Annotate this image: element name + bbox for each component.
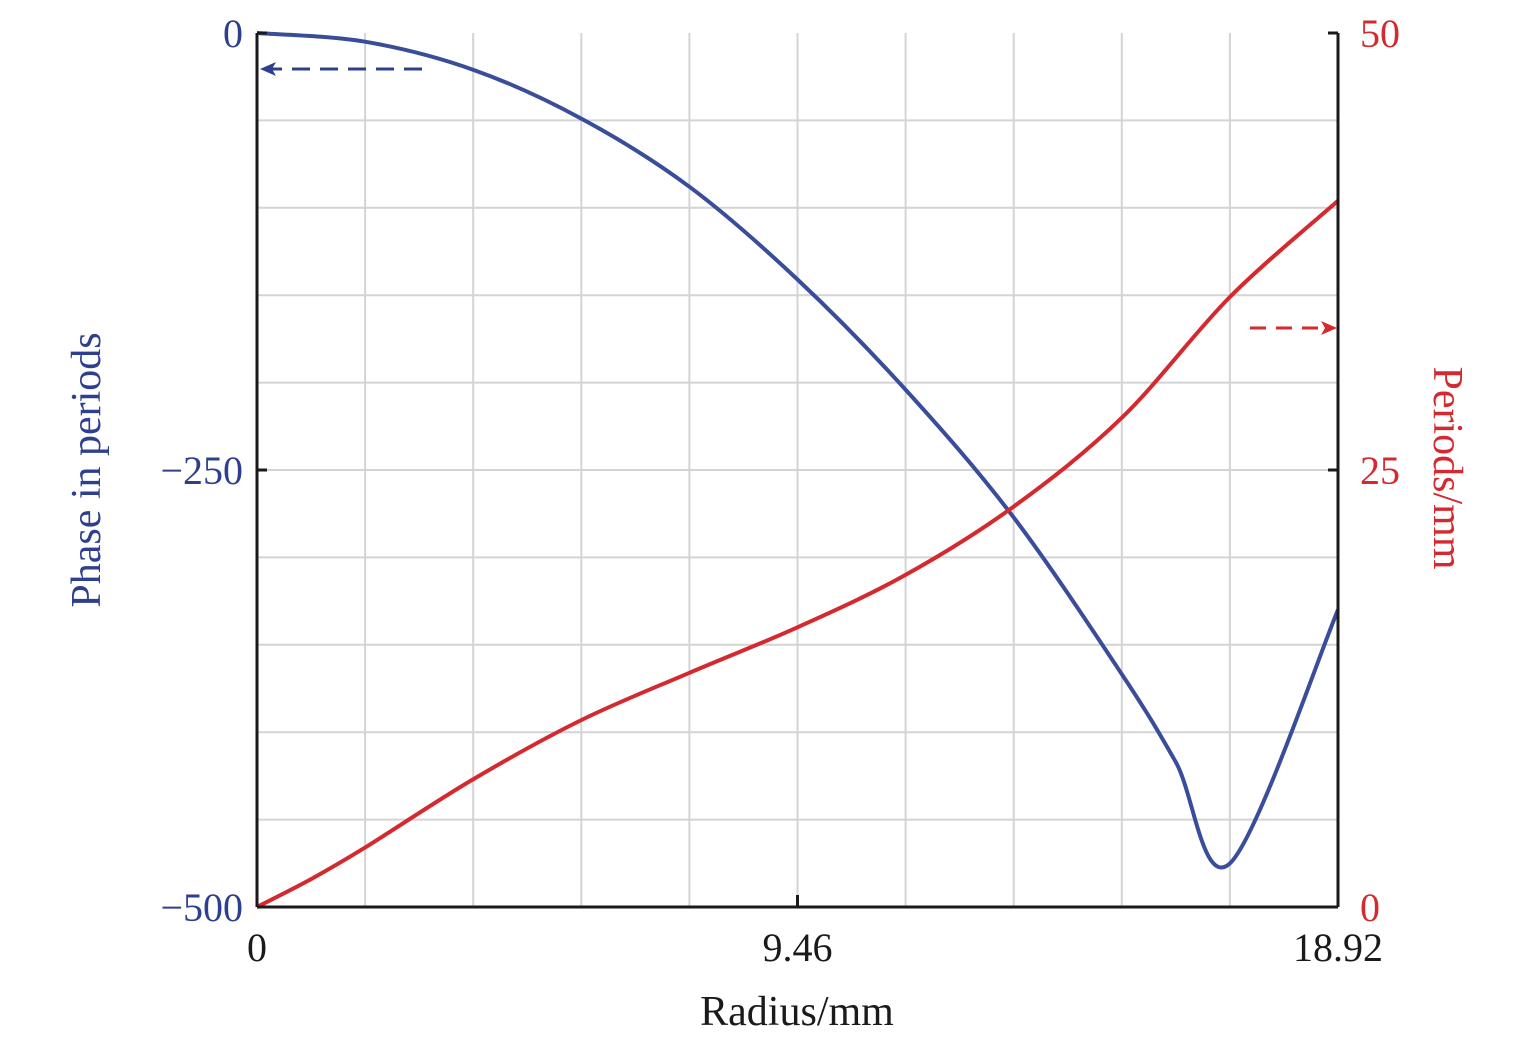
x-tick-label: 18.92: [1293, 925, 1383, 970]
y-right-tick-label: 50: [1360, 11, 1400, 56]
x-tick-label: 0: [247, 925, 267, 970]
series-line-phase: [256, 31, 1340, 870]
plot-frame: [255, 31, 1340, 909]
x-tick-label: 9.46: [763, 925, 833, 970]
left-arrowhead-icon: [260, 62, 276, 76]
grid: [257, 33, 1338, 907]
y-axis-left-title: Phase in periods: [64, 332, 110, 607]
y-left-tick-label: −500: [160, 885, 243, 930]
x-axis-title: Radius/mm: [700, 989, 894, 1035]
y-right-tick-label: 25: [1360, 448, 1400, 493]
series-line-periods-per-mm: [256, 199, 1340, 909]
right-arrowhead-icon: [1321, 321, 1337, 335]
y-axis-right-title: Periods/mm: [1424, 366, 1470, 569]
axis-arrows: [260, 62, 1337, 335]
series-layer: [256, 31, 1340, 909]
y-left-tick-label: 0: [223, 11, 243, 56]
y-left-tick-label: −250: [160, 448, 243, 493]
y-right-tick-label: 0: [1360, 885, 1380, 930]
tick-labels: 0 −250 −500 50 25 0 0 9.46 18.92: [160, 11, 1400, 970]
